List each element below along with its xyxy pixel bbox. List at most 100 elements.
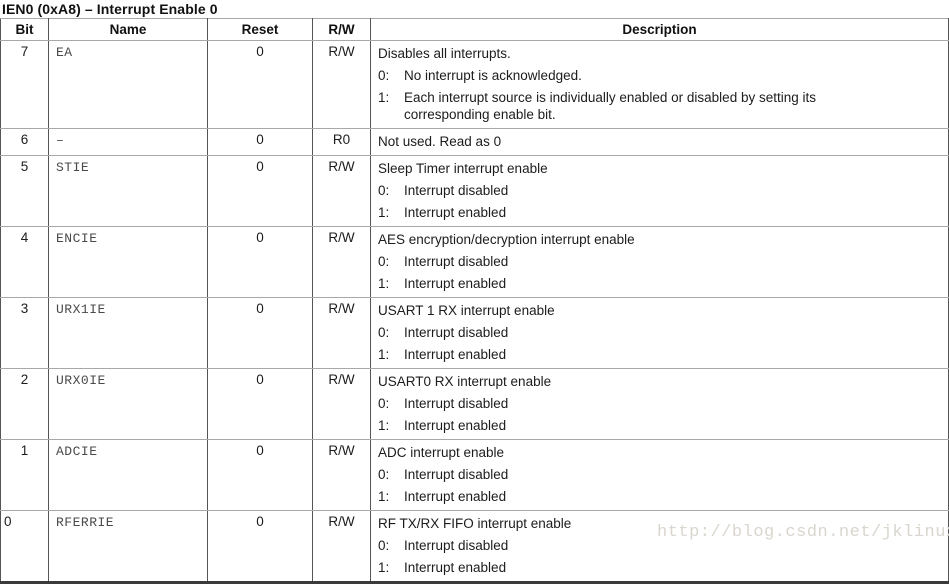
rw-cell: R/W xyxy=(312,297,371,369)
reset-cell: 0 xyxy=(207,128,313,156)
desc-line: 0: Interrupt disabled xyxy=(378,395,942,412)
desc-text: Interrupt enabled xyxy=(404,560,507,575)
desc-line: Sleep Timer interrupt enable xyxy=(378,160,942,177)
rw-cell: R0 xyxy=(312,128,371,156)
desc-line: corresponding enable bit. xyxy=(378,106,942,123)
reset-cell: 0 xyxy=(207,510,313,583)
desc-value-label: 0: xyxy=(378,538,390,553)
desc-text: AES encryption/decryption interrupt enab… xyxy=(378,232,635,247)
desc-value-label: 1: xyxy=(378,90,390,105)
name-cell: – xyxy=(48,128,208,156)
desc-text: Interrupt enabled xyxy=(404,347,507,362)
name-cell: STIE xyxy=(48,155,208,227)
description-cell: USART0 RX interrupt enable 0: Interrupt d… xyxy=(370,368,949,440)
table-row-bit3: 3 URX1IE 0 R/W USART 1 RX interrupt enab… xyxy=(0,297,949,369)
desc-text: Disables all interrupts. xyxy=(378,46,511,61)
desc-text: corresponding enable bit. xyxy=(404,107,556,122)
desc-text: Interrupt enabled xyxy=(404,205,507,220)
desc-value-label: 1: xyxy=(378,205,390,220)
table-row-bit0: 0 RFERRIE 0 R/W RF TX/RX FIFO interrupt … xyxy=(0,510,949,583)
desc-line: Not used. Read as 0 xyxy=(378,133,942,150)
desc-line: USART0 RX interrupt enable xyxy=(378,373,942,390)
desc-text: Not used. Read as 0 xyxy=(378,134,502,149)
desc-value-label: 1: xyxy=(378,560,390,575)
desc-line: 1: Interrupt enabled xyxy=(378,275,942,292)
rw-cell: R/W xyxy=(312,226,371,298)
description-cell: AES encryption/decryption interrupt enab… xyxy=(370,226,949,298)
desc-text: Interrupt enabled xyxy=(404,418,507,433)
description-cell: USART 1 RX interrupt enable 0: Interrupt … xyxy=(370,297,949,369)
bit-cell: 2 xyxy=(0,368,49,440)
desc-line: 0: Interrupt disabled xyxy=(378,253,942,270)
name-cell: URX0IE xyxy=(48,368,208,440)
desc-text: No interrupt is acknowledged. xyxy=(404,68,582,83)
desc-text: Interrupt disabled xyxy=(404,396,509,411)
desc-value-label xyxy=(378,106,404,123)
reset-cell: 0 xyxy=(207,155,313,227)
desc-text: RF TX/RX FIFO interrupt enable xyxy=(378,516,572,531)
reset-cell: 0 xyxy=(207,439,313,511)
description-cell: Disables all interrupts. 0: No interrupt … xyxy=(370,40,949,129)
desc-line: RF TX/RX FIFO interrupt enable xyxy=(378,515,942,532)
bit-cell: 7 xyxy=(0,40,49,129)
desc-text: Interrupt disabled xyxy=(404,254,509,269)
name-cell: ADCIE xyxy=(48,439,208,511)
desc-text: Interrupt disabled xyxy=(404,467,509,482)
description-cell: RF TX/RX FIFO interrupt enable 0: Interru… xyxy=(370,510,949,583)
rw-cell: R/W xyxy=(312,40,371,129)
desc-text: Interrupt disabled xyxy=(404,183,509,198)
desc-text: USART 1 RX interrupt enable xyxy=(378,303,555,318)
desc-value-label: 0: xyxy=(378,68,390,83)
table-row-bit5: 5 STIE 0 R/W Sleep Timer interrupt enabl… xyxy=(0,155,949,227)
page-title: IEN0 (0xA8) – Interrupt Enable 0 xyxy=(2,1,218,17)
description-cell: Not used. Read as 0 xyxy=(370,128,949,156)
table-row-bit4: 4 ENCIE 0 R/W AES encryption/decryption … xyxy=(0,226,949,298)
reset-cell: 0 xyxy=(207,368,313,440)
desc-text: Interrupt disabled xyxy=(404,538,509,553)
desc-value-label: 0: xyxy=(378,467,390,482)
desc-line: 0: No interrupt is acknowledged. xyxy=(378,67,942,84)
desc-line: 0: Interrupt disabled xyxy=(378,324,942,341)
header-name: Name xyxy=(48,18,208,41)
header-rw: R/W xyxy=(312,18,371,41)
desc-line: USART 1 RX interrupt enable xyxy=(378,302,942,319)
header-reset: Reset xyxy=(207,18,313,41)
header-description: Description xyxy=(370,18,949,41)
table-row-bit7: 7 EA 0 R/W Disables all interrupts. 0: No… xyxy=(0,40,949,129)
description-cell: Sleep Timer interrupt enable 0: Interrupt… xyxy=(370,155,949,227)
name-cell: EA xyxy=(48,40,208,129)
bit-cell: 3 xyxy=(0,297,49,369)
desc-line: 1: Interrupt enabled xyxy=(378,417,942,434)
table-row-bit2: 2 URX0IE 0 R/W USART0 RX interrupt enabl… xyxy=(0,368,949,440)
desc-line: Disables all interrupts. xyxy=(378,45,942,62)
description-cell: ADC interrupt enable 0: Interrupt disable… xyxy=(370,439,949,511)
bit-cell: 4 xyxy=(0,226,49,298)
desc-value-label: 0: xyxy=(378,396,390,411)
desc-value-label: 1: xyxy=(378,418,390,433)
desc-line: 0: Interrupt disabled xyxy=(378,182,942,199)
desc-value-label: 1: xyxy=(378,347,390,362)
name-cell: RFERRIE xyxy=(48,510,208,583)
bit-cell: 6 xyxy=(0,128,49,156)
table-row-bit6: 6 – 0 R0 Not used. Read as 0 xyxy=(0,128,949,156)
desc-line: 1: Interrupt enabled xyxy=(378,204,942,221)
desc-text: ADC interrupt enable xyxy=(378,445,505,460)
name-cell: ENCIE xyxy=(48,226,208,298)
desc-value-label: 0: xyxy=(378,254,390,269)
desc-text: Each interrupt source is individually en… xyxy=(404,90,816,105)
desc-value-label: 1: xyxy=(378,276,390,291)
table-row-bit1: 1 ADCIE 0 R/W ADC interrupt enable 0: Int… xyxy=(0,439,949,511)
rw-cell: R/W xyxy=(312,439,371,511)
desc-text: Interrupt disabled xyxy=(404,325,509,340)
header-bit: Bit xyxy=(0,18,49,41)
bit-cell: 1 xyxy=(0,439,49,511)
desc-line: AES encryption/decryption interrupt enab… xyxy=(378,231,942,248)
desc-line: ADC interrupt enable xyxy=(378,444,942,461)
desc-value-label: 0: xyxy=(378,183,390,198)
reset-cell: 0 xyxy=(207,226,313,298)
desc-text: USART0 RX interrupt enable xyxy=(378,374,552,389)
bit-cell: 5 xyxy=(0,155,49,227)
desc-text: Interrupt enabled xyxy=(404,276,507,291)
desc-text: Sleep Timer interrupt enable xyxy=(378,161,548,176)
desc-text: Interrupt enabled xyxy=(404,489,507,504)
